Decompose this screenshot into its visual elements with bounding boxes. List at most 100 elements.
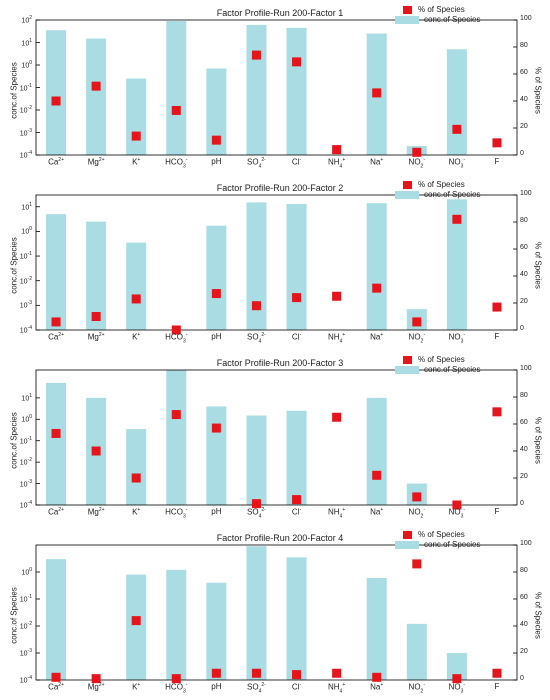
y-right-tick-label: 60 bbox=[520, 419, 528, 426]
x-tick-label: Ca2+ bbox=[36, 332, 76, 342]
x-tick-label: Mg2+ bbox=[76, 682, 116, 692]
y-left-tick-exponent: 2 bbox=[29, 15, 32, 21]
x-tick-superscript: + bbox=[342, 682, 346, 688]
y-left-tick-exponent: -3 bbox=[27, 300, 32, 307]
y-left-tick-base: 10 bbox=[19, 677, 28, 685]
x-tick-base: NO bbox=[448, 157, 461, 167]
x-tick-label: Ca2+ bbox=[36, 157, 76, 167]
pct-marker-5 bbox=[211, 135, 221, 145]
y-left-tick-exponent: -1 bbox=[27, 82, 32, 89]
x-tick-label: Cl- bbox=[277, 507, 317, 517]
y-left-tick-base: 10 bbox=[21, 569, 30, 577]
y-left-tick-exponent: -1 bbox=[27, 251, 32, 258]
x-tick-base: K bbox=[132, 157, 138, 167]
y-left-tick-base: 10 bbox=[21, 62, 30, 70]
x-tick-superscript: - bbox=[185, 332, 188, 338]
x-tick-base: NH bbox=[327, 332, 340, 342]
x-tick-superscript: 2- bbox=[261, 507, 266, 513]
x-tick-label: K+ bbox=[116, 682, 156, 692]
y-left-tick-base: 10 bbox=[19, 480, 28, 488]
legend-swatch-conc bbox=[395, 16, 419, 24]
x-tick-base: F bbox=[494, 332, 500, 341]
pct-marker-1 bbox=[51, 672, 61, 682]
plot-frame bbox=[35, 19, 518, 156]
chart-panel-3: 10-4 10-3 10-2 10-1 100 101 0 20 40 60 80 100 Ca2+ Mg… bbox=[0, 350, 550, 525]
x-tick-base: NO bbox=[448, 682, 461, 692]
x-tick-label: NO2- bbox=[397, 507, 437, 519]
pct-marker-4 bbox=[171, 105, 181, 115]
x-tick-subscript: 4 bbox=[258, 513, 262, 520]
x-tick-label: K+ bbox=[116, 332, 156, 342]
x-tick-label: Mg2+ bbox=[76, 507, 116, 517]
x-tick-base: Na bbox=[370, 682, 381, 692]
conc-bar-7 bbox=[286, 27, 307, 155]
chart-panel-4: 10-4 10-3 10-2 10-1 100 0 20 40 60 80 100 Ca2+ Mg2+ K… bbox=[0, 525, 550, 700]
y-axis-left-label: conc.of Species bbox=[9, 237, 19, 294]
y-left-tick-base: 10 bbox=[21, 204, 30, 212]
x-tick-label: Mg2+ bbox=[76, 332, 116, 342]
conc-bar-7 bbox=[286, 410, 307, 505]
y-left-tick-base: 10 bbox=[19, 152, 28, 160]
x-tick-label: SO42- bbox=[236, 682, 276, 694]
conc-bar-2 bbox=[86, 38, 107, 155]
x-tick-label: NH4+ bbox=[317, 332, 357, 344]
conc-bar-6 bbox=[246, 546, 267, 680]
y-right-tick-label: 20 bbox=[520, 123, 528, 130]
pct-marker-3 bbox=[131, 294, 141, 304]
y-right-tick-label: 80 bbox=[520, 567, 528, 574]
x-tick-base: NO bbox=[408, 507, 421, 517]
y-left-tick-exponent: -3 bbox=[27, 478, 32, 485]
y-left-tick-label: 10-1 bbox=[8, 83, 32, 92]
y-right-tick-label: 40 bbox=[520, 446, 528, 453]
y-left-tick-exponent: -2 bbox=[27, 621, 32, 627]
x-tick-superscript: 2- bbox=[261, 332, 266, 338]
y-left-tick-base: 10 bbox=[19, 107, 28, 115]
y-axis-left-label: conc.of Species bbox=[9, 587, 19, 644]
legend-swatch-percent bbox=[403, 181, 412, 189]
x-tick-subscript: 3 bbox=[182, 688, 186, 695]
x-tick-superscript: + bbox=[342, 507, 346, 513]
x-tick-base: F bbox=[494, 682, 500, 691]
conc-bar-3 bbox=[126, 574, 147, 680]
conc-bar-5 bbox=[206, 582, 227, 680]
x-tick-subscript: 4 bbox=[339, 163, 343, 170]
legend: % of Species conc.of Species bbox=[395, 530, 480, 550]
x-tick-base: Mg bbox=[87, 682, 99, 692]
y-left-tick-base: 10 bbox=[19, 327, 28, 335]
x-tick-superscript: 2+ bbox=[58, 682, 64, 688]
pct-marker-10 bbox=[412, 559, 422, 569]
y-left-tick-label: 10-1 bbox=[8, 436, 32, 445]
x-tick-superscript: + bbox=[380, 157, 384, 163]
x-tick-base: Ca bbox=[48, 332, 59, 342]
x-tick-base: NH bbox=[327, 682, 340, 692]
x-tick-base: Cl bbox=[291, 682, 300, 692]
chart-svg bbox=[35, 369, 518, 510]
pct-marker-12 bbox=[492, 138, 502, 148]
x-tick-base: NO bbox=[408, 332, 421, 342]
x-tick-superscript: 2+ bbox=[98, 332, 105, 338]
x-tick-superscript: - bbox=[463, 507, 466, 513]
x-tick-superscript: - bbox=[299, 682, 302, 688]
x-tick-base: SO bbox=[247, 157, 259, 167]
pct-marker-4 bbox=[171, 410, 181, 420]
y-right-tick-label: 80 bbox=[520, 392, 528, 399]
x-tick-superscript: + bbox=[137, 682, 141, 688]
x-tick-label: Cl- bbox=[277, 157, 317, 167]
legend-label-percent: % of Species bbox=[418, 530, 465, 539]
y-right-tick-label: 80 bbox=[520, 42, 528, 49]
x-tick-label: HCO3- bbox=[156, 157, 196, 169]
x-tick-subscript: 4 bbox=[339, 688, 343, 695]
x-tick-label: NO3- bbox=[437, 682, 477, 694]
x-tick-base: Ca bbox=[48, 157, 59, 167]
x-tick-base: pH bbox=[211, 157, 222, 166]
x-tick-superscript: 2+ bbox=[98, 157, 105, 163]
pct-marker-11 bbox=[452, 674, 462, 684]
y-axis-right-label: % of Species bbox=[533, 242, 543, 289]
x-tick-label: F bbox=[477, 682, 517, 691]
legend-item-conc: conc.of Species bbox=[395, 190, 480, 200]
x-tick-base: Mg bbox=[87, 507, 99, 517]
x-tick-label: Mg2+ bbox=[76, 157, 116, 167]
pct-marker-6 bbox=[251, 499, 261, 509]
x-tick-base: Ca bbox=[48, 507, 59, 517]
conc-bar-6 bbox=[246, 24, 267, 156]
